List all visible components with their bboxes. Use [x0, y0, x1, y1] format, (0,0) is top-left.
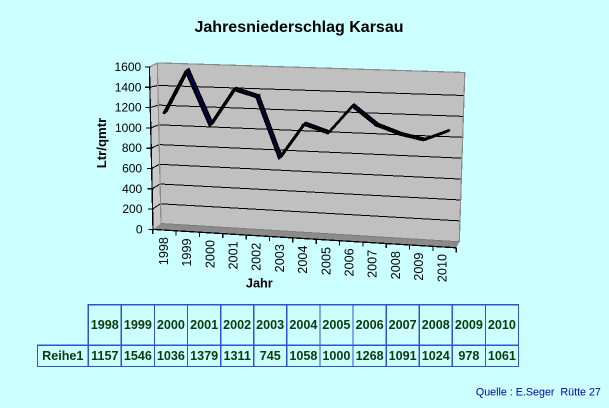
svg-text:1311: 1311 [224, 349, 251, 363]
svg-text:2005: 2005 [322, 318, 350, 332]
svg-text:1000: 1000 [322, 349, 350, 363]
svg-text:600: 600 [122, 162, 142, 176]
svg-text:1000: 1000 [115, 121, 142, 135]
svg-text:1600: 1600 [114, 60, 141, 74]
svg-text:Jahr: Jahr [246, 277, 273, 291]
svg-text:1998: 1998 [157, 237, 171, 265]
svg-text:1024: 1024 [422, 349, 450, 363]
svg-text:2009: 2009 [455, 318, 483, 332]
svg-text:Quelle : E.Seger Rütte 27: Quelle : E.Seger Rütte 27 [476, 387, 601, 399]
svg-text:2002: 2002 [250, 243, 264, 271]
svg-text:745: 745 [260, 349, 281, 363]
svg-text:2001: 2001 [227, 241, 241, 269]
svg-text:2007: 2007 [366, 250, 380, 278]
svg-text:2000: 2000 [157, 318, 185, 332]
svg-text:2003: 2003 [273, 244, 287, 272]
svg-text:Jahresniederschlag Karsau: Jahresniederschlag Karsau [195, 19, 404, 36]
svg-text:1268: 1268 [356, 349, 384, 363]
svg-text:2003: 2003 [256, 318, 284, 332]
svg-text:Reihe1: Reihe1 [42, 349, 83, 363]
svg-text:2001: 2001 [190, 318, 218, 332]
svg-text:1061: 1061 [488, 349, 516, 363]
svg-text:1379: 1379 [190, 349, 218, 363]
svg-text:2000: 2000 [203, 240, 217, 268]
svg-text:2005: 2005 [319, 247, 333, 275]
svg-text:2008: 2008 [389, 251, 403, 279]
svg-text:2007: 2007 [389, 318, 417, 332]
svg-text:2006: 2006 [356, 318, 384, 332]
svg-text:2002: 2002 [223, 318, 251, 332]
svg-text:1546: 1546 [124, 349, 152, 363]
svg-text:2006: 2006 [343, 248, 357, 276]
svg-text:1999: 1999 [180, 238, 194, 266]
svg-text:1999: 1999 [124, 318, 152, 332]
svg-text:200: 200 [122, 202, 142, 216]
svg-text:1200: 1200 [115, 101, 142, 115]
svg-text:2010: 2010 [488, 318, 516, 332]
svg-text:1157: 1157 [91, 349, 118, 363]
svg-text:2004: 2004 [296, 246, 310, 274]
svg-text:0: 0 [136, 222, 143, 236]
svg-text:1036: 1036 [157, 349, 185, 363]
svg-text:400: 400 [122, 182, 142, 196]
svg-text:2004: 2004 [289, 318, 317, 332]
svg-text:978: 978 [458, 349, 479, 363]
svg-text:1400: 1400 [115, 80, 142, 94]
svg-text:1058: 1058 [289, 349, 317, 363]
svg-text:1091: 1091 [389, 349, 417, 363]
svg-text:2010: 2010 [435, 254, 449, 282]
svg-text:2009: 2009 [412, 253, 426, 281]
svg-text:1998: 1998 [91, 318, 119, 332]
svg-text:Ltr/qmtr: Ltr/qmtr [94, 118, 109, 169]
svg-text:800: 800 [122, 141, 142, 155]
svg-text:2008: 2008 [422, 318, 450, 332]
